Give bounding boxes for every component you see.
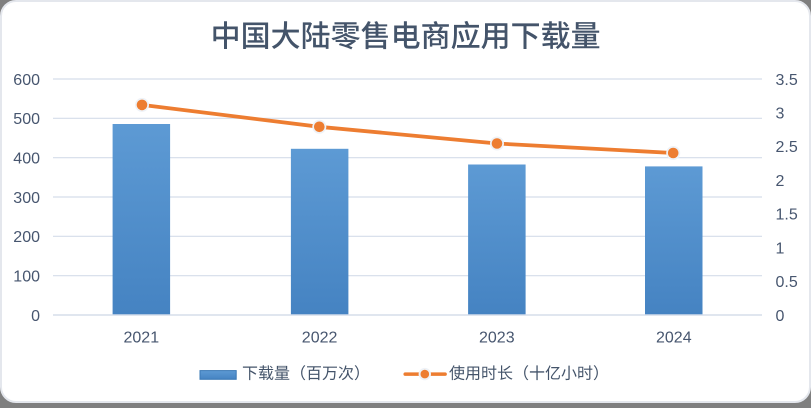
svg-text:2023: 2023: [479, 330, 515, 347]
svg-text:1.5: 1.5: [776, 207, 798, 224]
svg-text:3.5: 3.5: [776, 72, 798, 89]
svg-text:0.5: 0.5: [776, 274, 798, 291]
svg-text:600: 600: [13, 72, 40, 89]
svg-text:400: 400: [13, 151, 40, 168]
svg-text:1: 1: [776, 240, 785, 257]
svg-text:100: 100: [13, 269, 40, 286]
svg-text:300: 300: [13, 190, 40, 207]
svg-text:0: 0: [31, 308, 40, 325]
svg-text:200: 200: [13, 229, 40, 246]
svg-text:2022: 2022: [302, 330, 338, 347]
svg-text:2021: 2021: [124, 330, 160, 347]
svg-text:2: 2: [776, 173, 785, 190]
svg-text:0: 0: [776, 308, 785, 325]
svg-text:2024: 2024: [656, 330, 692, 347]
svg-text:500: 500: [13, 111, 40, 128]
svg-text:3: 3: [776, 106, 785, 123]
svg-text:2.5: 2.5: [776, 139, 798, 156]
